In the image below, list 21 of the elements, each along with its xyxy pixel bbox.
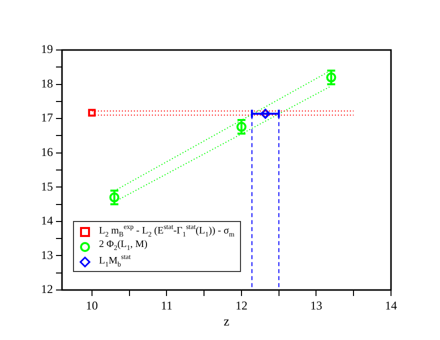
x-tick-label: 10 (86, 298, 98, 312)
y-tick-label: 17 (41, 110, 53, 125)
point (88, 108, 96, 117)
point (109, 192, 120, 202)
x-tick-label: 11 (160, 298, 172, 312)
y-tick-label: 15 (41, 179, 53, 194)
point (326, 72, 336, 82)
x-tick-label: 13 (310, 298, 322, 312)
y-tick-label: 12 (41, 282, 53, 296)
point (260, 108, 270, 119)
y-tick-label: 14 (41, 214, 53, 228)
text: L$_{2}$ m$_{B}$$^{exp}$ - L$_{2}$ (E$^{stat}$-Γ$_{1}$$^{stat}$(L$_{1}$)) - σ$_{m}$ (99, 223, 234, 239)
y-tick-label: 18 (41, 76, 53, 90)
x-axis-title: z (224, 314, 230, 329)
x-tick-label: 12 (235, 298, 248, 312)
y-tick-label: 19 (41, 42, 53, 56)
y-tick-label: 13 (41, 248, 53, 262)
legend-label: 2 Φ$_{2}$(L$_{1}$, M) (99, 239, 148, 252)
y-tick-label: 16 (41, 145, 53, 160)
x-tick-label: 14 (385, 298, 397, 312)
point (236, 122, 246, 132)
